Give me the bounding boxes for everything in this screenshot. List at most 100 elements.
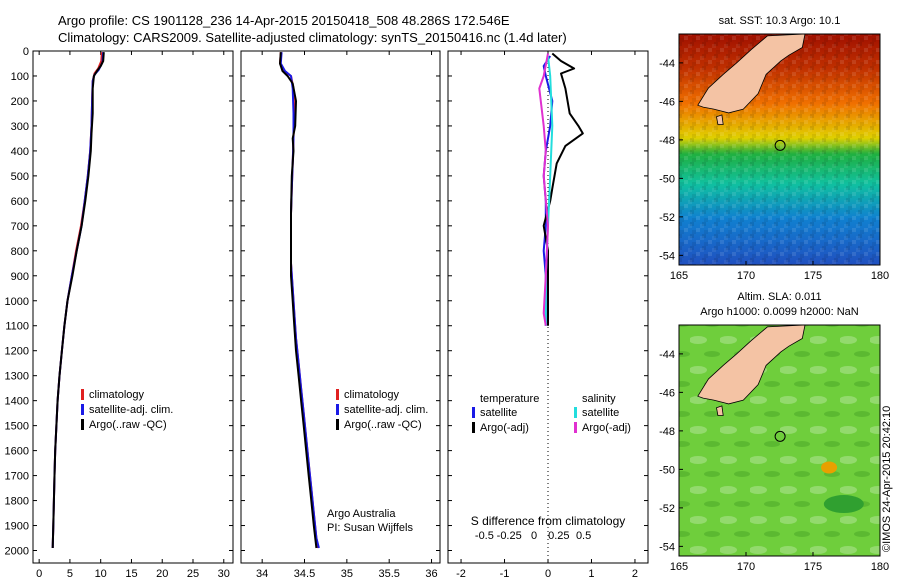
lat-tick-label: -48 bbox=[659, 135, 675, 147]
depth-tick-label: 1500 bbox=[5, 421, 29, 433]
legend-label: Argo(-adj) bbox=[480, 422, 529, 434]
depth-tick-label: 900 bbox=[11, 271, 29, 283]
depth-tick-label: 1300 bbox=[5, 371, 29, 383]
depth-tick-label: 800 bbox=[11, 246, 29, 258]
depth-tick-label: 1400 bbox=[5, 396, 29, 408]
x-tick-label-secondary: -0.5 bbox=[475, 530, 494, 542]
depth-tick-label: 1700 bbox=[5, 471, 29, 483]
map-panel-2: -44 -46 -48 -50 -52 -54 165 170 175 180 Altim. SLA… bbox=[659, 291, 889, 573]
x-tick-label: 35.5 bbox=[378, 568, 399, 580]
x-tick-label: -1 bbox=[500, 568, 510, 580]
annotation: PI: Susan Wijffels bbox=[327, 522, 413, 534]
annotation: Argo Australia bbox=[327, 508, 396, 520]
map-subtitle: Argo h1000: 0.0099 h2000: NaN bbox=[700, 306, 858, 318]
lat-tick-label: -50 bbox=[659, 173, 675, 185]
lat-tick-label: -52 bbox=[659, 503, 675, 515]
x-tick-label: 20 bbox=[156, 568, 168, 580]
depth-tick-label: 200 bbox=[11, 96, 29, 108]
lon-tick-label: 170 bbox=[737, 270, 755, 282]
x-tick-label-secondary: 0 bbox=[531, 530, 537, 542]
x-tick-label: -2 bbox=[456, 568, 466, 580]
land-mass bbox=[697, 325, 806, 405]
island bbox=[716, 114, 724, 125]
lat-tick-label: -54 bbox=[659, 250, 675, 262]
map-texture bbox=[679, 34, 880, 265]
x-tick-label-secondary: -0.25 bbox=[497, 530, 522, 542]
profile-title: Argo profile: CS 1901128_236 14-Apr-2015… bbox=[58, 13, 510, 28]
lat-tick-label: -50 bbox=[659, 464, 675, 476]
legend-swatch bbox=[81, 419, 84, 430]
lat-tick-label: -46 bbox=[659, 387, 675, 399]
map-frame bbox=[678, 324, 881, 557]
series-line-argoadj bbox=[542, 52, 584, 326]
map-texture bbox=[679, 325, 880, 556]
legend-swatch bbox=[336, 389, 339, 400]
series-line-argoadj bbox=[538, 53, 549, 326]
legend-label: satellite-adj. clim. bbox=[89, 404, 173, 416]
legend-label: satellite bbox=[582, 407, 619, 419]
map-field bbox=[679, 34, 880, 265]
land-mass bbox=[697, 34, 806, 114]
legend-label: climatology bbox=[89, 389, 145, 401]
series-group bbox=[279, 52, 320, 549]
depth-tick-label: 400 bbox=[11, 146, 29, 158]
x-tick-label: 2 bbox=[632, 568, 638, 580]
depth-tick-label: 600 bbox=[11, 196, 29, 208]
x-tick-label: 36 bbox=[425, 568, 437, 580]
map-panel-1: -44 -46 -48 -50 -52 -54 165 170 175 180 sat. SST: … bbox=[659, 15, 889, 282]
lon-tick-label: 165 bbox=[670, 561, 688, 573]
legend: climatology satellite-adj. clim. Argo(..ra… bbox=[336, 389, 428, 431]
profile-panel-1: 0100200300400500600700800900100011001200… bbox=[5, 46, 234, 580]
climatology-title: Climatology: CARS2009. Satellite-adjuste… bbox=[58, 30, 567, 45]
map-field bbox=[679, 325, 880, 556]
map-title: Altim. SLA: 0.011 bbox=[737, 291, 821, 303]
x-tick-label: 30 bbox=[218, 568, 230, 580]
depth-tick-label: 0 bbox=[23, 46, 29, 58]
depth-tick-label: 700 bbox=[11, 221, 29, 233]
legend-label: Argo(-adj) bbox=[582, 422, 631, 434]
x-tick-label: 34.5 bbox=[294, 568, 315, 580]
series-group bbox=[538, 52, 584, 326]
x-tick-label: 25 bbox=[187, 568, 199, 580]
legend-header: temperature bbox=[480, 393, 539, 405]
depth-tick-label: 500 bbox=[11, 171, 29, 183]
x-tick-label: 35 bbox=[341, 568, 353, 580]
legend-label: climatology bbox=[344, 389, 400, 401]
series-line-argorawqc bbox=[279, 52, 318, 549]
legend-swatch bbox=[574, 422, 577, 433]
lon-tick-label: 180 bbox=[871, 270, 889, 282]
depth-tick-label: 2000 bbox=[5, 546, 29, 558]
map-title: sat. SST: 10.3 Argo: 10.1 bbox=[719, 15, 841, 27]
legend: temperature salinity satellite Argo(-adj) sa… bbox=[472, 393, 631, 434]
lon-tick-label: 175 bbox=[804, 270, 822, 282]
x-tick-label: 0 bbox=[545, 568, 551, 580]
legend-swatch bbox=[574, 407, 577, 418]
lat-tick-label: -54 bbox=[659, 541, 675, 553]
x-tick-label: 0 bbox=[36, 568, 42, 580]
profile-panel-3: -2-1012T difference from climatologyS di… bbox=[447, 50, 649, 580]
sla-anomaly-low bbox=[823, 495, 864, 514]
lat-tick-label: -52 bbox=[659, 212, 675, 224]
x-tick-label-secondary: 0.25 bbox=[548, 530, 569, 542]
depth-tick-label: 1200 bbox=[5, 346, 29, 358]
x-tick-label-secondary: 0.5 bbox=[576, 530, 591, 542]
argo-position-marker bbox=[774, 139, 786, 151]
depth-tick-label: 1800 bbox=[5, 496, 29, 508]
depth-tick-label: 100 bbox=[11, 71, 29, 83]
legend-swatch bbox=[81, 404, 84, 415]
depth-tick-label: 1100 bbox=[5, 321, 29, 333]
legend-label: Argo(..raw -QC) bbox=[344, 419, 422, 431]
legend-swatch bbox=[472, 407, 475, 418]
legend-swatch bbox=[472, 422, 475, 433]
island bbox=[716, 405, 724, 416]
legend-swatch bbox=[336, 419, 339, 430]
depth-tick-label: 300 bbox=[11, 121, 29, 133]
plot-frame bbox=[32, 50, 234, 564]
legend-label: Argo(..raw -QC) bbox=[89, 419, 167, 431]
x-tick-label: 34 bbox=[256, 568, 268, 580]
x-tick-label: 5 bbox=[67, 568, 73, 580]
legend-label: satellite-adj. clim. bbox=[344, 404, 428, 416]
plot-frame bbox=[240, 50, 441, 564]
x-tick-label: 10 bbox=[95, 568, 107, 580]
